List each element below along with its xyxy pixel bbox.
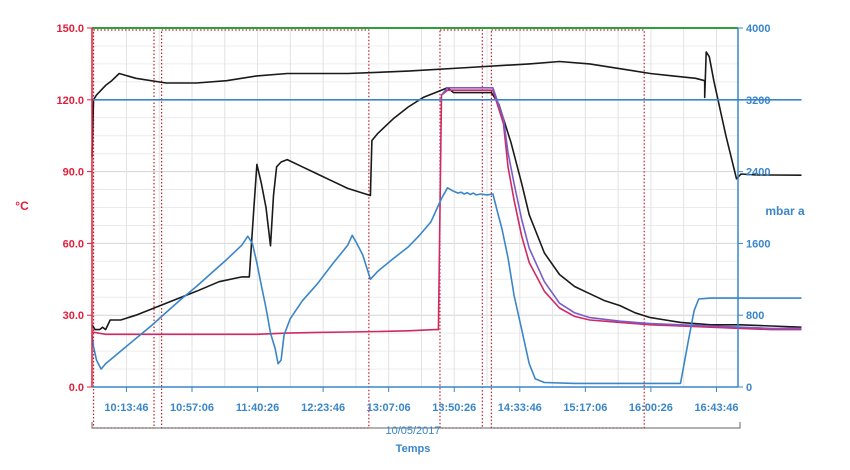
x-tick-label: 11:40:26 <box>236 402 279 414</box>
x-tick-label: 16:00:26 <box>629 402 673 414</box>
y-right-axis-title: mbar a <box>765 204 805 218</box>
x-tick-label: 14:33:46 <box>498 402 542 414</box>
x-axis-ticks: 10:13:46 10:57:06 11:40:26 12:23:46 13:07:06… <box>104 387 738 414</box>
x-tick-label: 12:23:46 <box>301 402 345 414</box>
axes <box>91 27 741 429</box>
left-axis-ticks: 0.0 30.0 60.0 90.0 120.0 150.0 <box>56 23 92 394</box>
data-series <box>91 51 802 385</box>
phase-frame <box>160 29 370 429</box>
date-bracket <box>91 422 741 429</box>
phase-frame <box>439 29 483 429</box>
y-left-tick-label: 90.0 <box>63 167 84 179</box>
series-line <box>91 87 802 331</box>
grid <box>92 27 738 388</box>
x-tick-label: 13:50:26 <box>432 402 476 414</box>
y-right-tick-label: 4000 <box>746 23 770 35</box>
x-axis-title: Temps <box>396 443 431 455</box>
y-right-tick-label: 2400 <box>746 167 770 179</box>
x-tick-label: 10:57:06 <box>170 402 214 414</box>
y-left-tick-label: 150.0 <box>56 23 84 35</box>
y-left-tick-label: 120.0 <box>56 95 84 107</box>
phase-frame <box>490 29 645 429</box>
series-line <box>440 87 802 330</box>
x-tick-label: 16:43:46 <box>694 402 738 414</box>
date-label: 10/05/2017 <box>385 425 440 437</box>
y-right-tick-label: 1600 <box>746 238 770 250</box>
y-right-tick-label: 3200 <box>746 95 770 107</box>
series-line <box>91 187 802 385</box>
y-left-tick-label: 0.0 <box>69 382 84 394</box>
phase-frames <box>92 29 645 429</box>
y-left-tick-label: 60.0 <box>63 238 84 250</box>
right-axis-ticks: 0 800 1600 2400 3200 4000 <box>738 23 770 394</box>
y-right-tick-label: 800 <box>746 310 764 322</box>
y-right-tick-label: 0 <box>746 382 752 394</box>
y-left-axis-title: °C <box>15 199 29 213</box>
series-line <box>91 51 802 180</box>
x-tick-label: 10:13:46 <box>104 402 148 414</box>
phase-frame <box>92 29 155 429</box>
y-left-tick-label: 30.0 <box>63 310 84 322</box>
x-tick-label: 15:17:06 <box>563 402 607 414</box>
x-tick-label: 13:07:06 <box>367 402 411 414</box>
